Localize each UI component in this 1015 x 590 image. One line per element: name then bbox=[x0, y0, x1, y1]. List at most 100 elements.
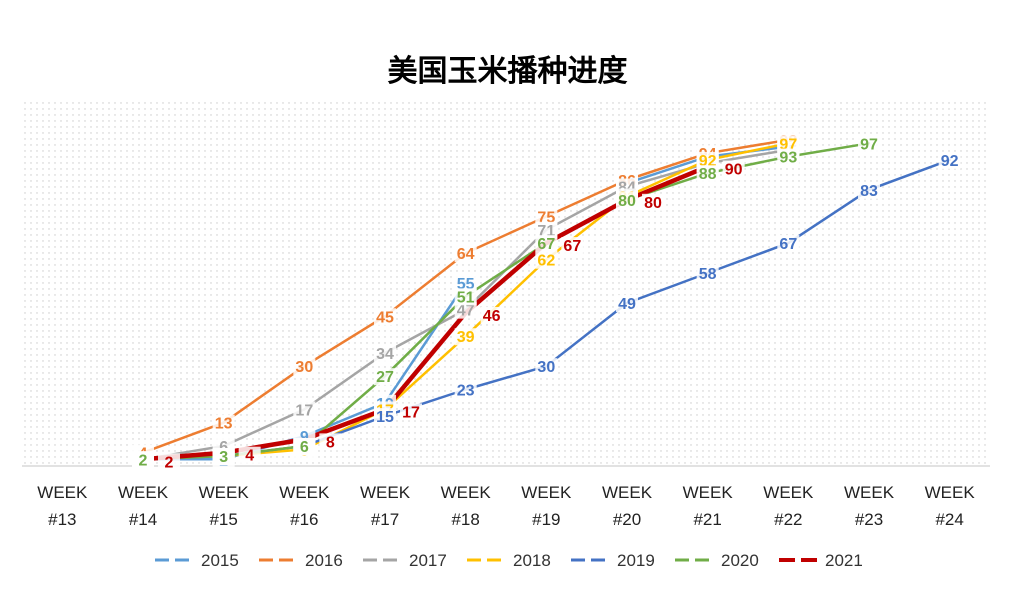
legend-label-2015: 2015 bbox=[201, 551, 239, 570]
series-2017-data-label: 17 bbox=[295, 402, 313, 419]
series-2017-label-bg bbox=[374, 344, 396, 362]
series-2020-line bbox=[141, 142, 871, 461]
series-2021-label-bg bbox=[319, 433, 342, 451]
series-2020-label-bg bbox=[374, 368, 396, 386]
series-2021-data-label: 80 bbox=[644, 195, 662, 212]
legend-label-2019: 2019 bbox=[617, 551, 655, 570]
series-2017-label-bg bbox=[535, 221, 558, 239]
series-2019-data-label: 92 bbox=[941, 153, 959, 170]
series-2016-data-label: 13 bbox=[215, 416, 233, 433]
x-tick-label: WEEK #13 bbox=[37, 483, 88, 529]
series-2020-data-label: 93 bbox=[779, 150, 797, 167]
series-2021-data-label: 17 bbox=[402, 404, 420, 421]
x-tick-label: WEEK #19 bbox=[521, 483, 572, 529]
series-2016-label-bg bbox=[374, 308, 396, 326]
series-2019-data-label: 67 bbox=[779, 236, 797, 253]
series-2018-label-bg bbox=[777, 135, 800, 153]
x-tick-label: WEEK #16 bbox=[279, 483, 330, 529]
chart-title: 美国玉米播种进度 bbox=[387, 54, 628, 89]
series-2017-label-bg bbox=[454, 301, 477, 319]
series-2019-label-bg bbox=[938, 151, 961, 169]
series-2021-data-label: 8 bbox=[326, 434, 335, 451]
series-2021-data-label: 46 bbox=[483, 308, 501, 325]
series-2019-label-bg bbox=[858, 181, 880, 199]
series-2019-data-label: 15 bbox=[376, 409, 394, 426]
series-2016-label-bg bbox=[293, 358, 316, 376]
series-2020-label-bg bbox=[858, 135, 880, 153]
plot-background bbox=[22, 100, 990, 466]
series-2019-label-bg bbox=[777, 235, 800, 253]
series-2017-data-label: 47 bbox=[457, 303, 475, 320]
x-tick-label: WEEK #23 bbox=[844, 483, 895, 529]
series-2020-label-bg bbox=[132, 451, 154, 469]
series-2020-label-bg bbox=[616, 191, 638, 209]
series-2016-label-bg bbox=[535, 208, 558, 226]
series-2020-label-bg bbox=[535, 235, 558, 253]
series-2019-label-bg bbox=[374, 408, 396, 426]
series-2021-label-bg bbox=[642, 193, 664, 211]
legend-label-2016: 2016 bbox=[305, 551, 343, 570]
series-2020-label-bg bbox=[212, 448, 235, 466]
series-2020-label-bg bbox=[777, 148, 800, 166]
series-2016-data-label: 64 bbox=[457, 246, 475, 263]
x-tick-label: WEEK #15 bbox=[199, 483, 250, 529]
series-2018-label-bg bbox=[696, 151, 719, 169]
series-2019-data-label: 23 bbox=[457, 382, 475, 399]
x-tick-label: WEEK #17 bbox=[360, 483, 411, 529]
series-2019-label-bg bbox=[696, 265, 719, 283]
series-2016-label-bg bbox=[212, 414, 235, 432]
x-tick-label: WEEK #20 bbox=[602, 483, 653, 529]
series-2018-data-label: 62 bbox=[537, 253, 555, 270]
legend-label-2018: 2018 bbox=[513, 551, 551, 570]
series-2021-label-bg bbox=[480, 306, 503, 324]
series-2017-data-label: 34 bbox=[376, 346, 394, 363]
series-2020-data-label: 67 bbox=[537, 236, 555, 253]
series-2019-data-label: 83 bbox=[860, 183, 878, 200]
series-2021-label-bg bbox=[238, 446, 261, 464]
series-2016-data-label: 45 bbox=[376, 309, 394, 326]
legend-label-2020: 2020 bbox=[721, 551, 759, 570]
series-2020-label-bg bbox=[696, 165, 719, 183]
series-2019-label-bg bbox=[454, 381, 477, 399]
series-2015-label-bg bbox=[454, 275, 477, 292]
series-2021-data-label: 4 bbox=[245, 448, 254, 465]
series-2021-label-bg bbox=[400, 403, 422, 421]
series-2019-data-label: 49 bbox=[618, 296, 636, 313]
legend-label-2017: 2017 bbox=[409, 551, 447, 570]
series-2019-label-bg bbox=[616, 294, 638, 312]
series-2021-label-bg bbox=[561, 237, 584, 255]
series-2021-line bbox=[140, 164, 710, 462]
series-2020-data-label: 97 bbox=[860, 136, 878, 153]
series-2017-label-bg bbox=[293, 401, 316, 419]
x-tick-label: WEEK #21 bbox=[683, 483, 734, 529]
series-2020-data-label: 2 bbox=[139, 452, 148, 469]
series-2018-label-bg bbox=[454, 328, 477, 346]
series-2016-label-bg bbox=[454, 245, 477, 263]
series-2020-label-bg bbox=[454, 288, 477, 306]
series-2021-data-label: 2 bbox=[165, 454, 174, 471]
x-tick-label: WEEK #24 bbox=[925, 483, 976, 529]
series-2018-label-bg bbox=[535, 251, 558, 269]
series-2016-data-label: 30 bbox=[295, 359, 313, 376]
x-tick-label: WEEK #22 bbox=[763, 483, 814, 529]
x-tick-label: WEEK #18 bbox=[441, 483, 492, 529]
series-2020-data-label: 6 bbox=[300, 439, 309, 456]
series-2021-data-label: 67 bbox=[563, 238, 581, 255]
series-2019-label-bg bbox=[535, 358, 558, 376]
series-2020-label-bg bbox=[293, 438, 316, 456]
series-2021-label-bg bbox=[158, 453, 180, 471]
series-2020-data-label: 88 bbox=[699, 166, 717, 183]
series-2021-label-bg bbox=[722, 160, 745, 178]
series-2020-data-label: 51 bbox=[457, 289, 475, 306]
series-2021-data-label: 90 bbox=[725, 162, 743, 179]
legend-label-2021: 2021 bbox=[825, 551, 863, 570]
series-2019-data-label: 58 bbox=[699, 266, 717, 283]
x-tick-label: WEEK #14 bbox=[118, 483, 169, 529]
series-2018-data-label: 39 bbox=[457, 329, 475, 346]
series-2020-data-label: 3 bbox=[219, 449, 228, 466]
series-2020-data-label: 80 bbox=[618, 193, 636, 210]
series-2015-data-label: 9 bbox=[300, 429, 309, 446]
series-2017-data-label: 6 bbox=[219, 439, 228, 456]
